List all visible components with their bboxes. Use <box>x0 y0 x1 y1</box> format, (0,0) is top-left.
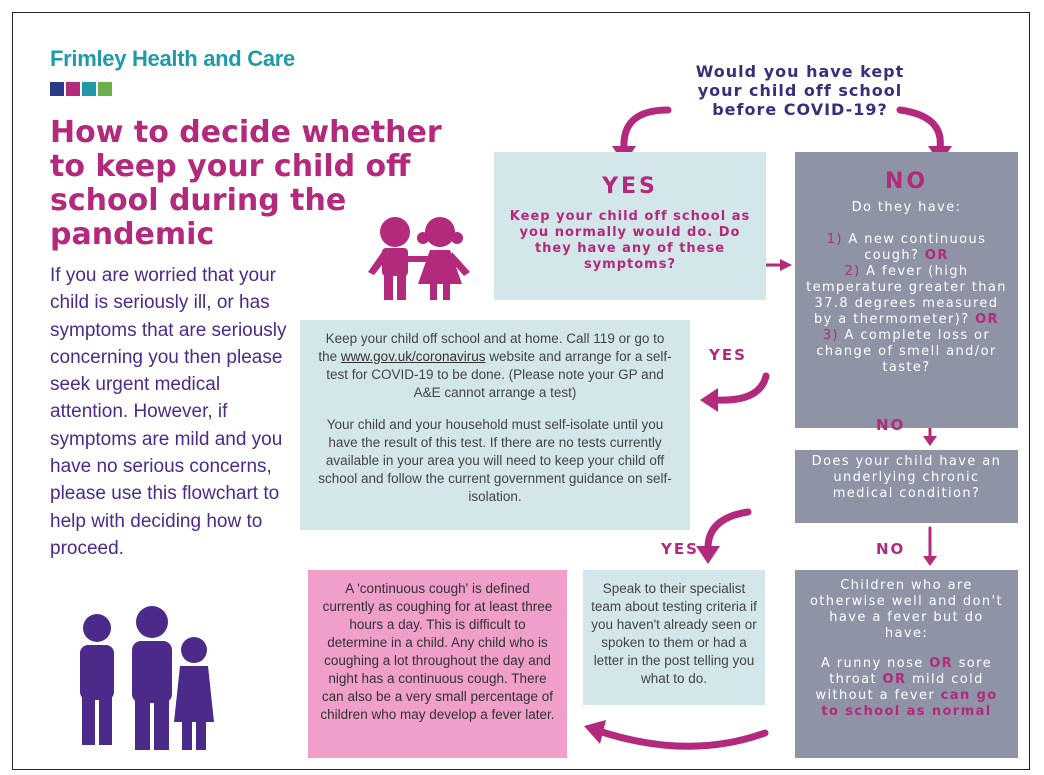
logo-icons <box>50 82 112 96</box>
item-number: 1) <box>827 232 843 247</box>
no-box: NO Do they have: 1) A new continuous cou… <box>795 152 1018 428</box>
no-label: NO <box>876 416 905 434</box>
no-heading: NO <box>805 174 1008 190</box>
well-intro: Children who are otherwise well and don'… <box>805 578 1008 642</box>
title-line: school during the <box>50 184 442 218</box>
cough-box: A 'continuous cough' is defined currentl… <box>308 570 567 758</box>
chronic-box: Does your child have an underlying chron… <box>795 450 1018 523</box>
link[interactable]: www.gov.uk/coronavirus <box>341 349 486 364</box>
specialist-box: Speak to their specialist team about tes… <box>583 570 765 705</box>
item-number: 3) <box>823 328 839 343</box>
title-line: to keep your child off <box>50 150 442 184</box>
yes-heading: YES <box>494 174 766 199</box>
yes-text: Keep your child off school as you normal… <box>508 209 752 273</box>
test-paragraph: Keep your child off school and at home. … <box>318 330 672 402</box>
text: A runny nose <box>821 656 929 671</box>
item-connector: OR <box>975 312 999 327</box>
yes-box: YES Keep your child off school as you no… <box>494 152 766 300</box>
title: How to decide whether to keep your child… <box>50 116 442 252</box>
connector: OR <box>929 656 953 671</box>
well-box: Children who are otherwise well and don'… <box>795 570 1018 758</box>
yes-label: YES <box>709 346 747 364</box>
item-text: A complete loss or change of smell and/o… <box>816 328 996 375</box>
title-line: pandemic <box>50 218 442 252</box>
title-line: How to decide whether <box>50 116 442 150</box>
well-detail: A runny nose OR sore throat OR mild cold… <box>805 656 1008 720</box>
family-icon <box>80 606 214 750</box>
question: Would you have kept your child off schoo… <box>690 62 910 119</box>
item-connector: OR <box>925 248 949 263</box>
no-intro: Do they have: <box>805 200 1008 216</box>
intro: If you are worried that your child is se… <box>50 262 288 562</box>
yes-label: YES <box>661 540 699 558</box>
test-paragraph: Your child and your household must self-… <box>318 416 672 506</box>
test-box: Keep your child off school and at home. … <box>300 320 690 530</box>
connector: OR <box>883 672 907 687</box>
item-text: A new continuous cough? <box>843 232 986 263</box>
symptom-list: 1) A new continuous cough? OR 2) A fever… <box>805 232 1008 376</box>
item-number: 2) <box>844 264 860 279</box>
no-label: NO <box>876 540 905 558</box>
page: Frimley Health and Care <box>0 0 1044 775</box>
